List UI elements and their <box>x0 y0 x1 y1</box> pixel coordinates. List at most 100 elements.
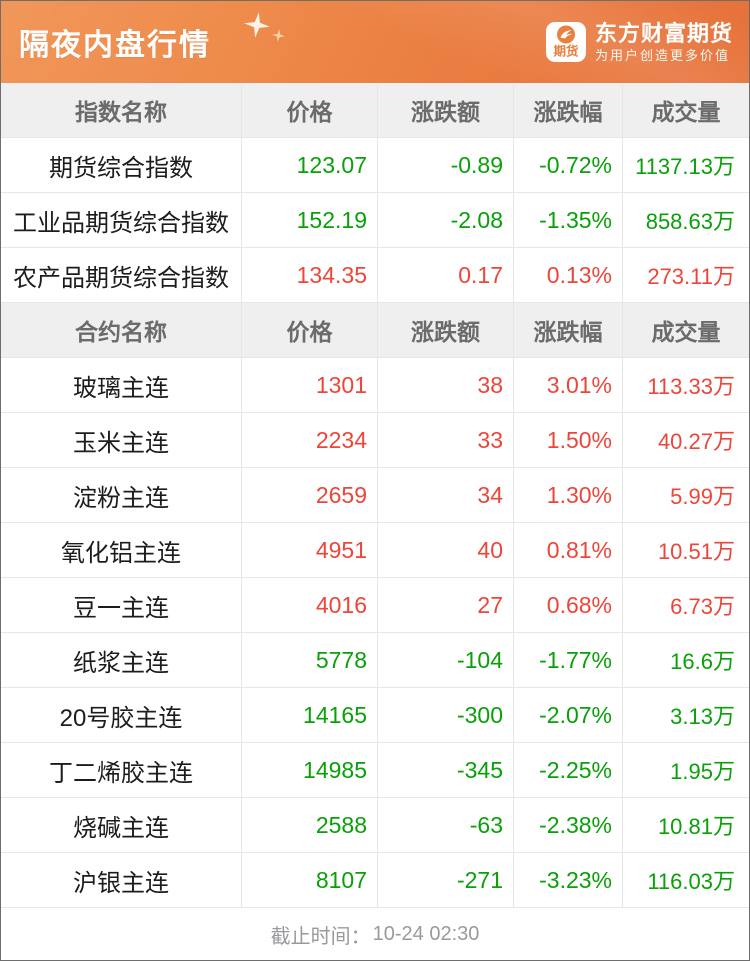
column-header-pct: 涨跌幅 <box>514 303 623 357</box>
column-header-index-name: 指数名称 <box>1 83 242 137</box>
pct-cell: -0.72% <box>514 138 623 192</box>
footer-timestamp: 截止时间： 10-24 02:30 <box>1 908 749 960</box>
column-header-contract-name: 合约名称 <box>1 303 242 357</box>
price-cell: 2234 <box>242 413 378 467</box>
table-row: 20号胶主连 14165 -300 -2.07% 3.13万 <box>1 688 749 743</box>
price-cell: 14985 <box>242 743 378 797</box>
brand-text: 东方财富期货 为用户创造更多价值 <box>595 21 733 64</box>
pct-cell: 0.81% <box>514 523 623 577</box>
volume-cell: 3.13万 <box>670 704 735 729</box>
change-cell: -2.08 <box>378 193 514 247</box>
change-cell: -0.89 <box>378 138 514 192</box>
name-cell: 沪银主连 <box>1 853 242 907</box>
price-cell: 152.19 <box>242 193 378 247</box>
index-table-header-row: 指数名称 价格 涨跌额 涨跌幅 成交量 <box>1 83 749 138</box>
card-header: 隔夜内盘行情 期货 东方财富期货 为用户创造更多价值 <box>1 1 749 83</box>
price-cell: 123.07 <box>242 138 378 192</box>
pct-cell: 0.68% <box>514 578 623 632</box>
index-table: 指数名称 价格 涨跌额 涨跌幅 成交量 期货综合指数 123.07 -0.89 -0.… <box>1 83 749 303</box>
name-cell: 烧碱主连 <box>1 798 242 852</box>
column-header-pct: 涨跌幅 <box>514 83 623 137</box>
name-cell: 氧化铝主连 <box>1 523 242 577</box>
change-cell: -300 <box>378 688 514 742</box>
pct-cell: 1.30% <box>514 468 623 522</box>
sparkle-icon <box>242 10 271 39</box>
table-row: 玉米主连 2234 33 1.50% 40.27万 <box>1 413 749 468</box>
table-row: 豆一主连 4016 27 0.68% 6.73万 <box>1 578 749 633</box>
brand-block: 期货 东方财富期货 为用户创造更多价值 <box>545 21 733 64</box>
table-row: 沪银主连 8107 -271 -3.23% 116.03万 <box>1 853 749 908</box>
name-cell: 丁二烯胶主连 <box>1 743 242 797</box>
brand-slogan: 为用户创造更多价值 <box>594 47 730 63</box>
volume-cell: 1.95万 <box>670 759 735 784</box>
table-row: 玻璃主连 1301 38 3.01% 113.33万 <box>1 358 749 413</box>
pct-cell: 1.50% <box>514 413 623 467</box>
volume-cell: 1137.13万 <box>635 154 735 179</box>
contract-table-header-row: 合约名称 价格 涨跌额 涨跌幅 成交量 <box>1 303 749 358</box>
change-cell: 40 <box>378 523 514 577</box>
volume-cell: 6.73万 <box>670 594 735 619</box>
pct-cell: -2.25% <box>514 743 623 797</box>
page-title: 隔夜内盘行情 <box>19 29 211 62</box>
price-cell: 134.35 <box>242 248 378 302</box>
change-cell: -63 <box>378 798 514 852</box>
pct-cell: 3.01% <box>514 358 623 412</box>
change-cell: -104 <box>378 633 514 687</box>
volume-cell: 273.11万 <box>647 264 735 289</box>
name-cell: 玻璃主连 <box>1 358 242 412</box>
volume-cell: 10.51万 <box>657 539 735 564</box>
table-row: 期货综合指数 123.07 -0.89 -0.72% 1137.13万 <box>1 138 749 193</box>
pct-cell: -2.07% <box>514 688 623 742</box>
change-cell: 38 <box>378 358 514 412</box>
sparkle-icon <box>271 28 286 43</box>
change-cell: -345 <box>378 743 514 797</box>
volume-cell: 5.99万 <box>670 484 735 509</box>
pct-cell: -3.23% <box>514 853 623 907</box>
column-header-price: 价格 <box>242 83 378 137</box>
volume-cell: 10.81万 <box>657 814 735 839</box>
change-cell: 34 <box>378 468 514 522</box>
change-cell: 27 <box>378 578 514 632</box>
brand-name: 东方财富期货 <box>594 20 733 46</box>
change-cell: -271 <box>378 853 514 907</box>
table-row: 农产品期货综合指数 134.35 0.17 0.13% 273.11万 <box>1 248 749 303</box>
volume-cell: 116.03万 <box>647 869 735 894</box>
price-cell: 4951 <box>242 523 378 577</box>
name-cell: 纸浆主连 <box>1 633 242 687</box>
price-cell: 1301 <box>242 358 378 412</box>
table-row: 烧碱主连 2588 -63 -2.38% 10.81万 <box>1 798 749 853</box>
name-cell: 淀粉主连 <box>1 468 242 522</box>
pct-cell: -1.35% <box>514 193 623 247</box>
table-row: 纸浆主连 5778 -104 -1.77% 16.6万 <box>1 633 749 688</box>
column-header-price: 价格 <box>242 303 378 357</box>
volume-cell: 113.33万 <box>647 374 735 399</box>
name-cell: 玉米主连 <box>1 413 242 467</box>
table-row: 氧化铝主连 4951 40 0.81% 10.51万 <box>1 523 749 578</box>
column-header-change: 涨跌额 <box>378 83 514 137</box>
name-cell: 20号胶主连 <box>1 688 242 742</box>
column-header-volume: 成交量 <box>651 319 721 345</box>
contract-table: 合约名称 价格 涨跌额 涨跌幅 成交量 玻璃主连 1301 38 3.01% 113.3… <box>1 303 749 908</box>
volume-cell: 40.27万 <box>657 429 735 454</box>
table-row: 淀粉主连 2659 34 1.30% 5.99万 <box>1 468 749 523</box>
name-cell: 农产品期货综合指数 <box>1 248 242 302</box>
svg-text:期货: 期货 <box>553 44 579 59</box>
table-row: 工业品期货综合指数 152.19 -2.08 -1.35% 858.63万 <box>1 193 749 248</box>
table-row: 丁二烯胶主连 14985 -345 -2.25% 1.95万 <box>1 743 749 798</box>
name-cell: 期货综合指数 <box>1 138 242 192</box>
price-cell: 4016 <box>242 578 378 632</box>
change-cell: 33 <box>378 413 514 467</box>
volume-cell: 858.63万 <box>645 209 735 234</box>
column-header-volume: 成交量 <box>651 99 721 125</box>
name-cell: 豆一主连 <box>1 578 242 632</box>
price-cell: 5778 <box>242 633 378 687</box>
timestamp-label: 截止时间： <box>270 925 371 948</box>
change-cell: 0.17 <box>378 248 514 302</box>
pct-cell: -1.77% <box>514 633 623 687</box>
name-cell: 工业品期货综合指数 <box>1 193 242 247</box>
price-cell: 14165 <box>242 688 378 742</box>
price-cell: 2659 <box>242 468 378 522</box>
index-table-body: 期货综合指数 123.07 -0.89 -0.72% 1137.13万工业品期货综合指数… <box>1 138 749 303</box>
pct-cell: 0.13% <box>514 248 623 302</box>
